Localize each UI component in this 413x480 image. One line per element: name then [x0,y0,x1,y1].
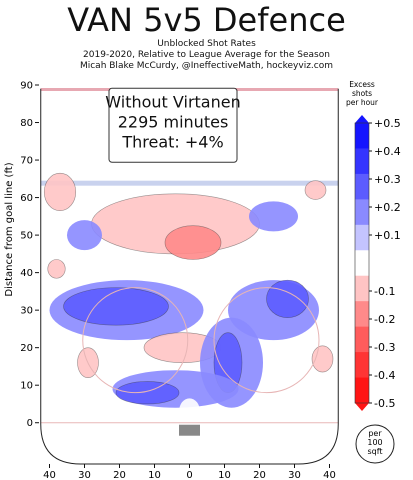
x-tick-label-3: 10 [148,470,161,480]
colorbar-seg-2 [355,173,369,200]
y-tick-label-40: 40 [20,268,33,279]
goal-net [179,424,200,436]
blue-line [40,180,339,186]
y-tick-label-30: 30 [20,306,33,317]
y-tick-label-60: 60 [20,193,33,204]
heat-region-0 [43,172,77,212]
unit-circle [355,424,395,464]
y-tick-label-10: 10 [20,381,33,392]
heat-region-8 [63,287,169,326]
x-tick-label-2: 20 [113,470,126,480]
colorbar-seg-1 [355,148,369,175]
colorbar-seg-8 [355,326,369,353]
heat-region-4 [249,201,298,232]
colorbar-seg-3 [355,199,369,226]
colorbar-seg-7 [355,301,369,328]
x-tick-label-8: 40 [323,470,336,480]
faceoff-circle-0 [82,287,189,394]
chart-title: VAN 5v5 Defence [67,1,346,39]
chart-subtitle-3: Micah Blake McCurdy, @IneffectiveMath, h… [79,61,334,71]
colorbar-tick-label-6: -0.2 [374,313,395,326]
chart-subtitle-2: 2019-2020, Relative to League Average fo… [83,50,330,60]
colorbar-frame [354,122,370,404]
heat-region-3 [67,220,102,251]
unit-label-1: 100 [367,438,382,447]
colorbar-seg-9 [355,352,369,379]
colorbar-title-1: shots [352,89,372,98]
colorbar-tick-label-8: -0.4 [374,369,395,382]
colorbar-tick-label-4: +0.1 [374,229,401,242]
x-tick-label-1: 30 [78,470,91,480]
x-tick-label-0: 40 [43,470,56,480]
colorbar-seg-4 [355,224,369,251]
colorbar-title-0: Excess [349,80,375,89]
heat-regions [43,172,334,425]
y-tick-label-90: 90 [20,81,33,92]
annotation-line-1: 2295 minutes [118,112,229,131]
y-axis-title: Distance from goal line (ft) [4,162,15,296]
colorbar-tick-label-9: -0.5 [374,397,395,410]
heat-region-6 [47,259,66,279]
colorbar-seg-6 [355,275,369,302]
y-tick-label-80: 80 [20,118,33,129]
colorbar-tick-label-7: -0.3 [374,341,395,354]
x-tick-label-4: 0 [186,470,192,480]
heat-region-2 [164,225,222,260]
unit-label-2: sqft [367,447,382,456]
heat-region-11 [266,279,309,318]
colorbar-seg-5 [355,250,369,277]
x-tick-label-6: 20 [253,470,266,480]
colorbar-title-2: per hour [346,98,379,107]
colorbar-seg-10 [355,377,369,404]
annotation-box [108,87,238,163]
x-tick-label-7: 30 [288,470,301,480]
y-tick-label-50: 50 [20,231,33,242]
heat-region-5 [304,180,327,200]
annotation-line-2: Threat: +4% [121,132,223,151]
colorbar-tick-label-5: -0.1 [374,285,395,298]
y-tick-label-20: 20 [20,343,33,354]
faceoff-circle-1 [213,287,320,394]
y-tick-label-0: 0 [27,418,33,429]
colorbar-seg-0 [355,123,369,149]
colorbar-tick-label-1: +0.4 [374,145,401,158]
colorbar-tick-label-3: +0.2 [374,201,401,214]
x-tick-label-5: 10 [218,470,231,480]
chart-subtitle-1: Unblocked Shot Rates [157,39,256,49]
annotation-line-0: Without Virtanen [105,92,240,111]
heat-region-18 [179,398,200,425]
unit-label-0: per [368,429,382,438]
colorbar-tick-label-2: +0.3 [374,173,401,186]
heat-region-15 [115,381,180,405]
colorbar-tick-label-0: +0.5 [374,117,401,130]
colorbar-top-arrow [355,115,369,123]
colorbar-bottom-arrow [355,403,369,411]
y-tick-label-70: 70 [20,156,33,167]
